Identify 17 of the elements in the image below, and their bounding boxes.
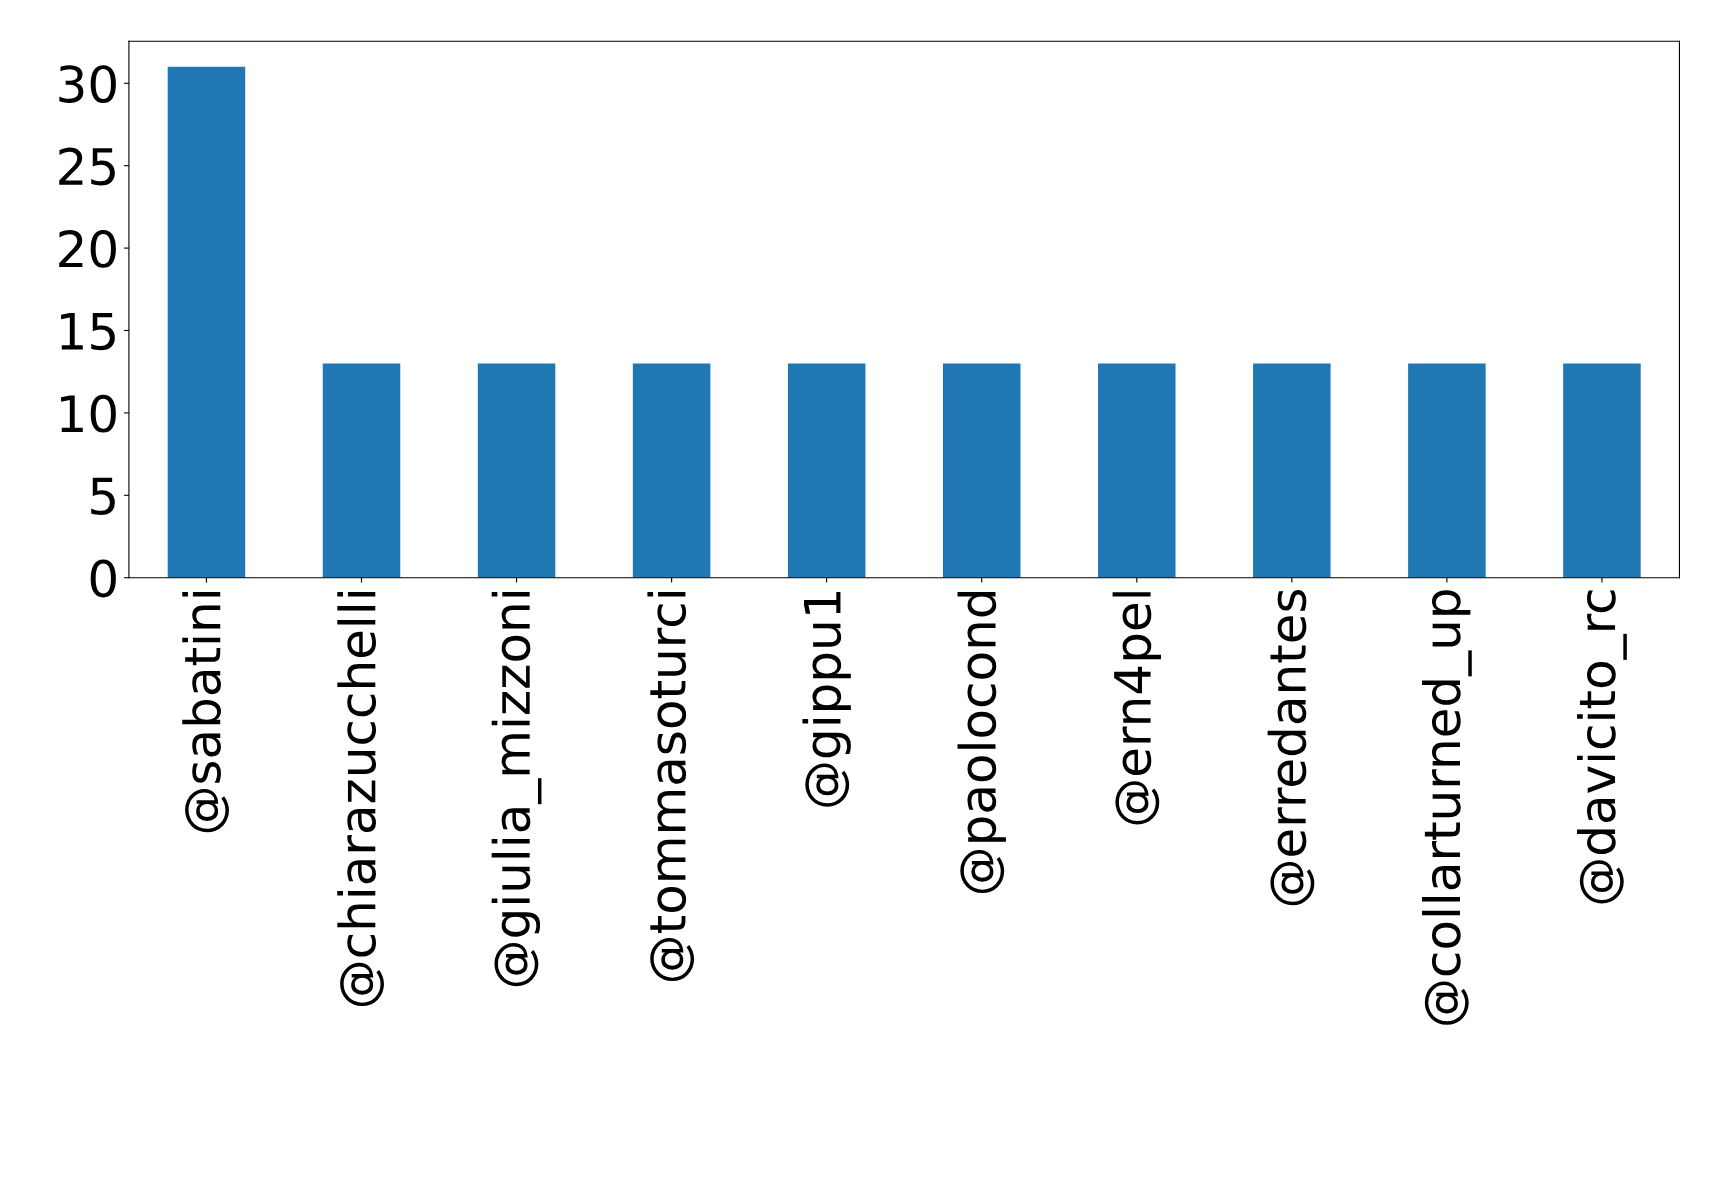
- y-tick-label: 15: [61, 313, 115, 351]
- y-tick-label: 25: [59, 147, 115, 186]
- x-tick-label: @chiarazucchelli: [337, 592, 384, 1007]
- x-tick-label: @davicito_rc: [1577, 590, 1627, 904]
- y-tick-label: 30: [59, 65, 116, 103]
- x-tick-label: @erredantes: [1267, 589, 1315, 906]
- y-tick-label: 10: [61, 394, 116, 433]
- x-tick-label: @paolocond: [957, 591, 1006, 894]
- x-tick-label: @giulia_mizzoni: [491, 592, 542, 987]
- x-tick-label: @tommasoturci: [647, 592, 695, 982]
- x-tick-label: @gippu1: [802, 592, 851, 807]
- x-tick-label: @sabatini: [182, 592, 229, 833]
- y-tick-label: 0: [90, 559, 116, 598]
- x-tick-label: @ern4pel: [1112, 592, 1161, 825]
- x-tick-label: @collarturned_up: [1421, 590, 1472, 1025]
- y-tick-label: 20: [59, 229, 116, 268]
- y-tick-label: 5: [91, 477, 115, 516]
